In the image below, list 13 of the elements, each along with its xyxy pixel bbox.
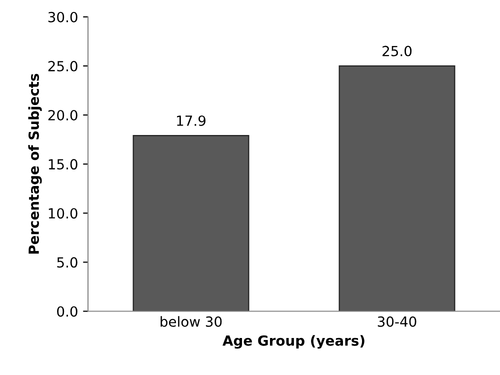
data-label: 25.0 [382,46,412,56]
y-tick-label: 20.0 [48,110,78,120]
x-tick-label: below 30 [160,316,222,327]
y-tick-label: 0.0 [57,306,78,317]
y-axis-title: Percentage of Subjects [28,74,42,254]
y-tick-label: 5.0 [57,257,78,268]
y-tick-label: 25.0 [48,60,78,72]
y-tick-label: 15.0 [48,159,78,170]
x-tick-label: 30-40 [378,316,416,327]
y-tick-label: 30.0 [48,12,78,22]
y-tick-label: 10.0 [48,208,78,219]
data-label: 17.9 [177,115,206,126]
x-axis-title: Age Group (years) [222,335,364,349]
